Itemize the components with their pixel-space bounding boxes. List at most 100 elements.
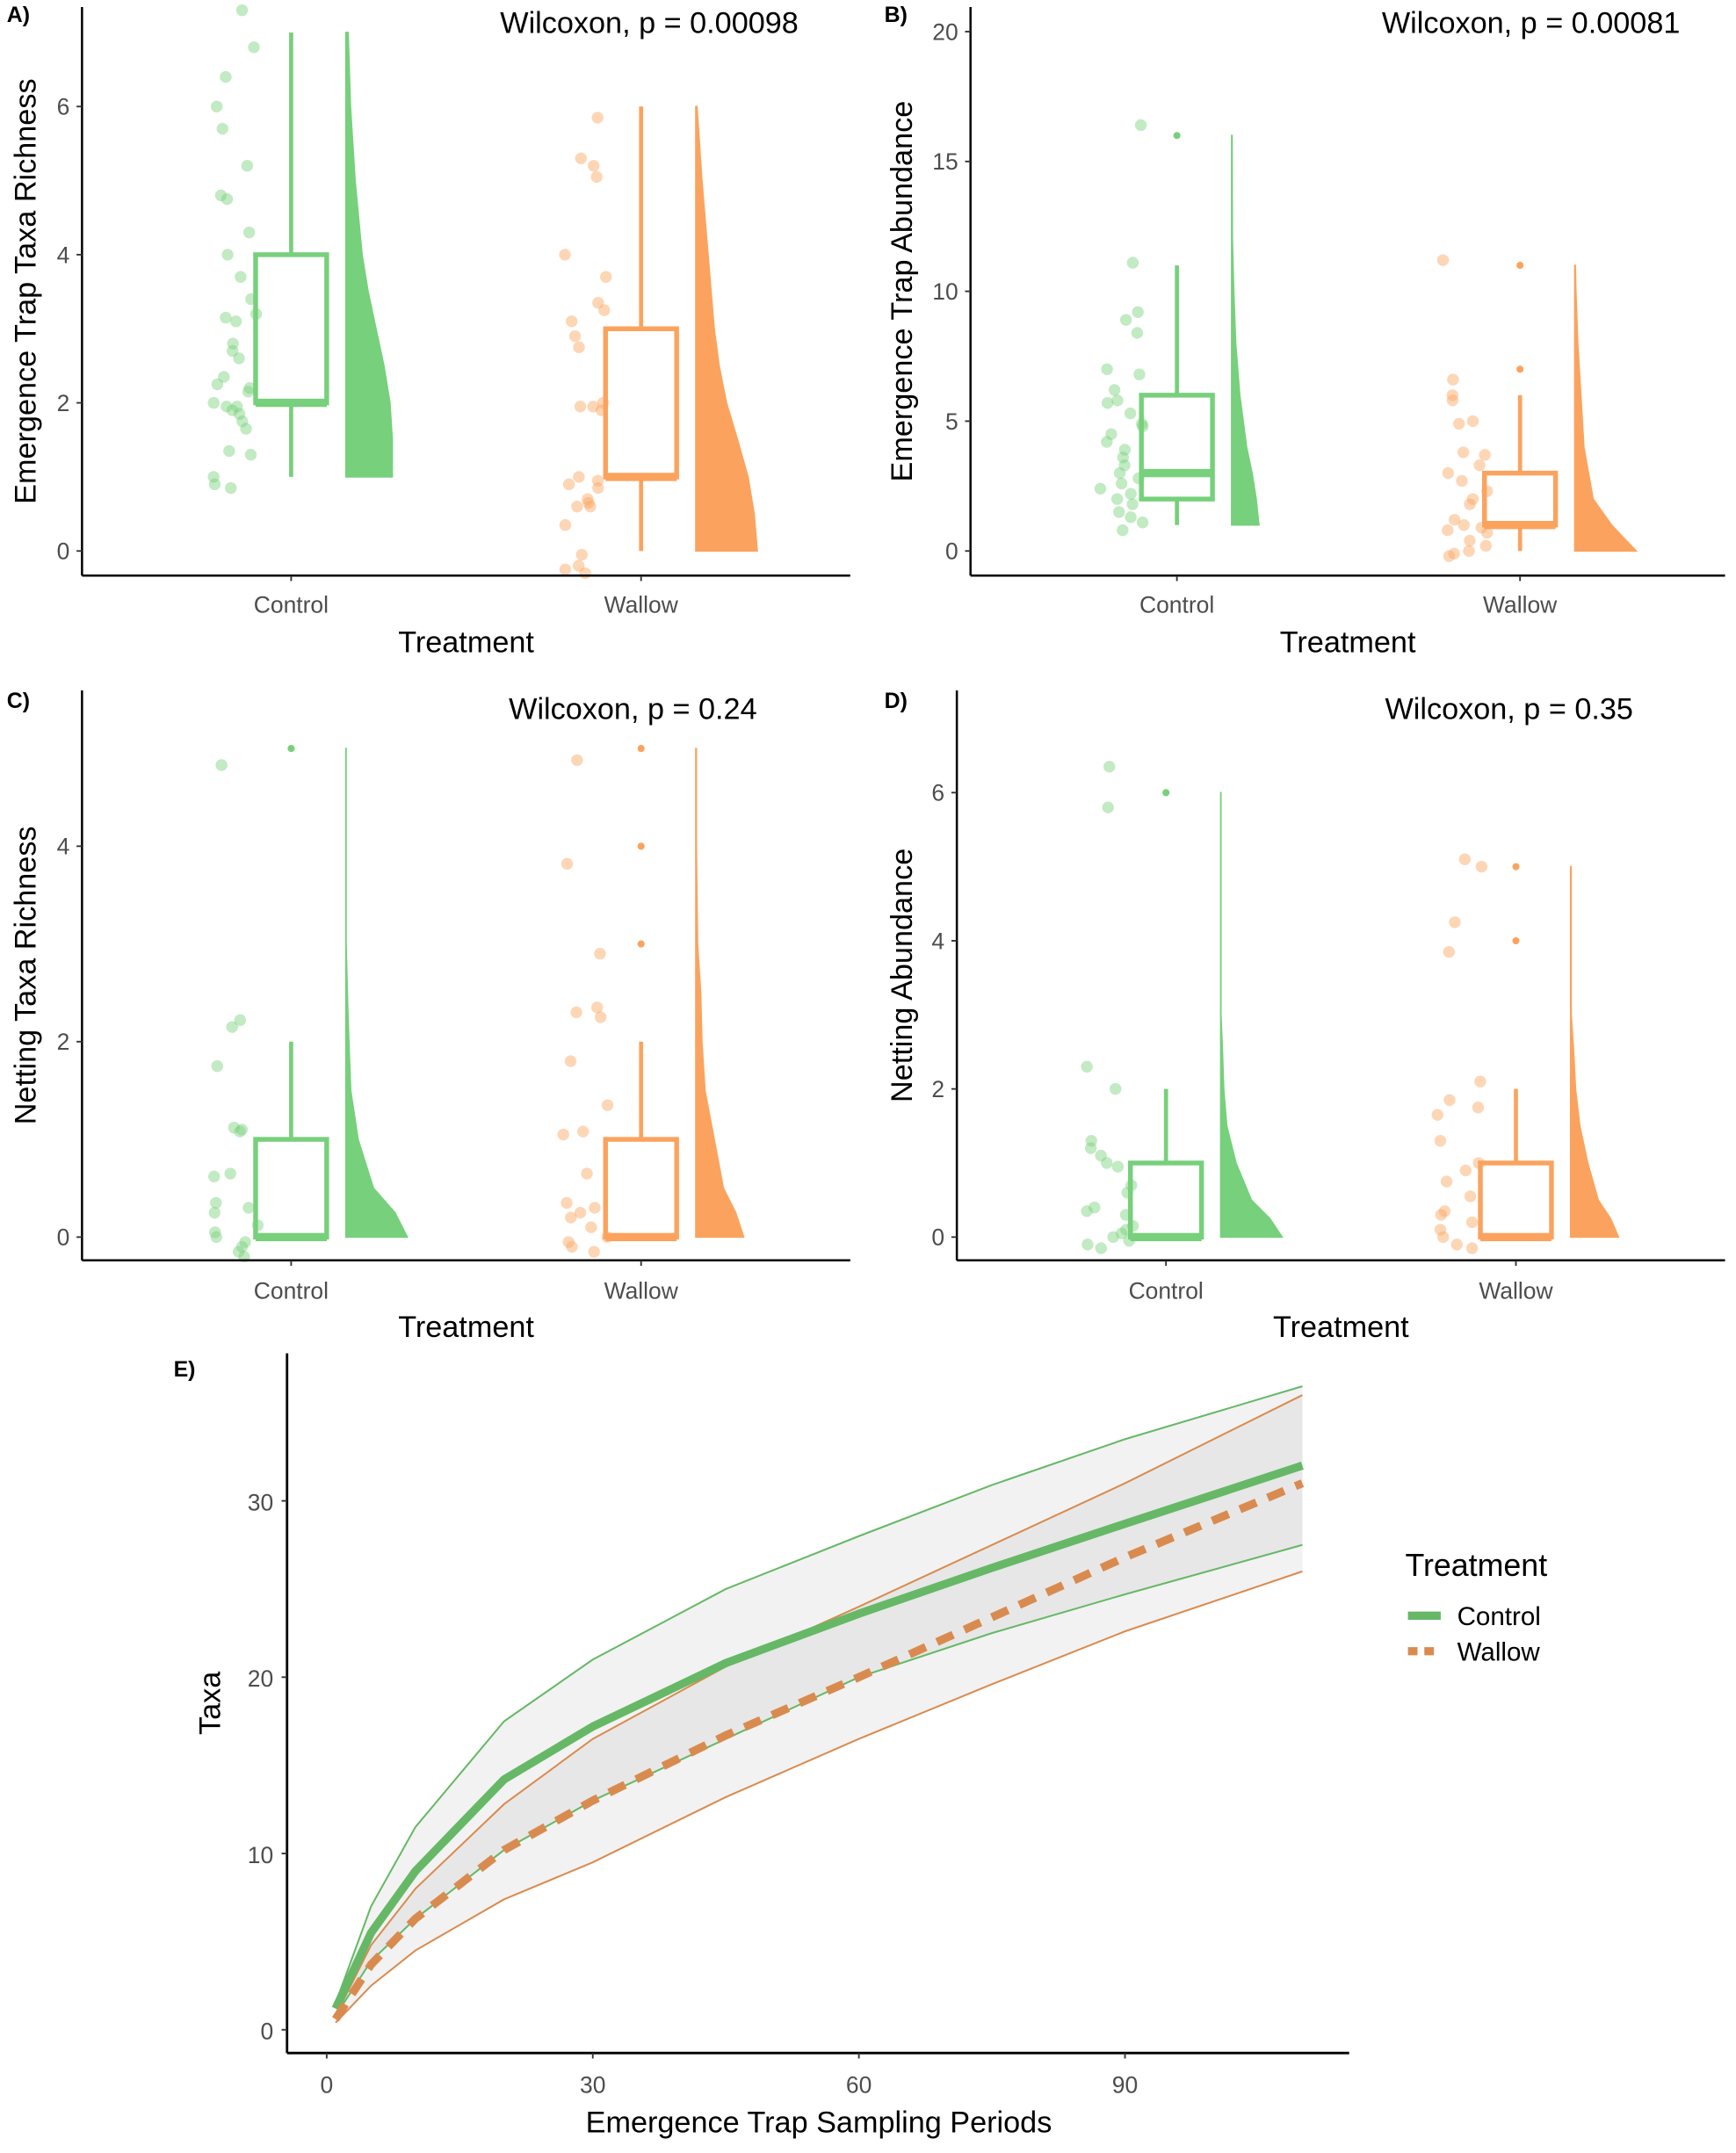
data-point [241, 160, 254, 172]
y-tick-label: 6 [931, 780, 944, 806]
data-point [1450, 1239, 1464, 1251]
data-point [559, 249, 571, 261]
data-point [598, 304, 611, 316]
data-point [235, 271, 247, 283]
outlier-point [1512, 863, 1520, 871]
data-point [1111, 394, 1124, 407]
y-axis-label: Taxa [194, 1671, 228, 1735]
data-point [248, 41, 260, 54]
density-wallow [695, 748, 745, 1239]
data-point [1458, 853, 1472, 865]
data-point [573, 341, 585, 354]
data-point [1119, 314, 1132, 326]
data-point [575, 548, 588, 561]
outlier-point [1162, 789, 1170, 797]
data-point [591, 112, 604, 124]
data-point [207, 396, 220, 409]
data-point [566, 1240, 578, 1254]
y-tick-label: 0 [57, 538, 70, 565]
data-point [226, 404, 239, 416]
data-point [566, 315, 578, 328]
data-point [562, 478, 575, 491]
data-point [1117, 452, 1130, 464]
data-point [573, 560, 585, 572]
data-point [210, 100, 223, 112]
data-point [1101, 436, 1113, 448]
outlier-point [1173, 132, 1181, 140]
density-control [1231, 134, 1260, 526]
data-point [221, 401, 233, 413]
data-point [220, 311, 232, 324]
density-control [1219, 791, 1284, 1239]
data-point [1103, 761, 1116, 773]
data-point [590, 1001, 604, 1014]
x-axis-label: Emergence Trap Sampling Periods [586, 2106, 1052, 2139]
data-point [1446, 394, 1459, 407]
data-point [579, 567, 591, 580]
data-point [1442, 524, 1454, 537]
data-point [574, 1206, 587, 1219]
data-point [1443, 1094, 1456, 1106]
data-point [240, 423, 252, 435]
data-point [1457, 446, 1470, 459]
panel-E: 0 10 20 30 0 30 60 90 Emergence Trap Sampling Pe… [174, 1353, 1547, 2139]
x-axis-label: Treatment [1280, 625, 1416, 659]
panel-label: C) [7, 689, 30, 713]
y-axis-label: Emergence Trap Taxa Richness [9, 78, 42, 503]
y-tick-label: 20 [248, 1665, 273, 1692]
x-tick-label: 60 [846, 2071, 872, 2098]
data-point [1105, 428, 1118, 440]
data-point [235, 1240, 249, 1254]
data-point [226, 344, 239, 358]
data-point [1443, 945, 1455, 958]
data-point [601, 1099, 614, 1111]
data-point [232, 1246, 245, 1258]
data-point [1095, 1242, 1108, 1254]
data-point [211, 378, 224, 391]
data-point [1475, 860, 1488, 873]
data-point [228, 1122, 241, 1134]
box [1139, 393, 1215, 502]
data-point [584, 500, 597, 513]
data-point [1134, 119, 1147, 132]
x-axis-label: Treatment [1273, 1311, 1409, 1344]
ci-lower-wallow [335, 1570, 1303, 2024]
data-point [588, 1246, 600, 1258]
data-point [561, 1196, 573, 1210]
density-wallow [695, 105, 758, 553]
data-point [1479, 449, 1491, 461]
data-point [561, 857, 574, 871]
data-point [600, 271, 612, 283]
data-point [1474, 1075, 1486, 1087]
data-point [1084, 1142, 1097, 1154]
panel-label: B) [885, 3, 908, 27]
y-tick-label: 2 [57, 390, 70, 416]
outlier-point [637, 745, 645, 753]
data-point [591, 474, 604, 487]
box [1128, 1160, 1204, 1240]
data-point [226, 1021, 238, 1033]
box [1478, 1160, 1554, 1240]
data-point [1107, 1231, 1119, 1244]
data-point [1095, 1149, 1107, 1162]
x-tick-label: Control [1129, 1277, 1204, 1304]
data-point [1458, 519, 1470, 531]
panel-label: A) [7, 3, 30, 27]
data-point [233, 352, 245, 365]
outlier-point [1512, 936, 1520, 945]
y-tick-label: 10 [248, 1842, 273, 1868]
data-point [1101, 397, 1114, 409]
outlier-point [1516, 262, 1524, 270]
panel-D: 0 2 4 6 Control Wallow Treatment Netting Abunda… [885, 689, 1725, 1344]
x-tick-label: Control [254, 1277, 329, 1304]
data-point [581, 1167, 593, 1180]
y-axis-label: Netting Abundance [886, 849, 919, 1102]
legend-label-wallow: Wallow [1458, 1638, 1541, 1667]
panel-label: E) [174, 1357, 196, 1382]
box [253, 1137, 329, 1240]
data-point [1465, 1242, 1479, 1254]
data-point [231, 401, 243, 413]
data-point [587, 401, 599, 413]
data-point [1479, 539, 1492, 553]
x-tick-label: Control [1139, 591, 1214, 618]
